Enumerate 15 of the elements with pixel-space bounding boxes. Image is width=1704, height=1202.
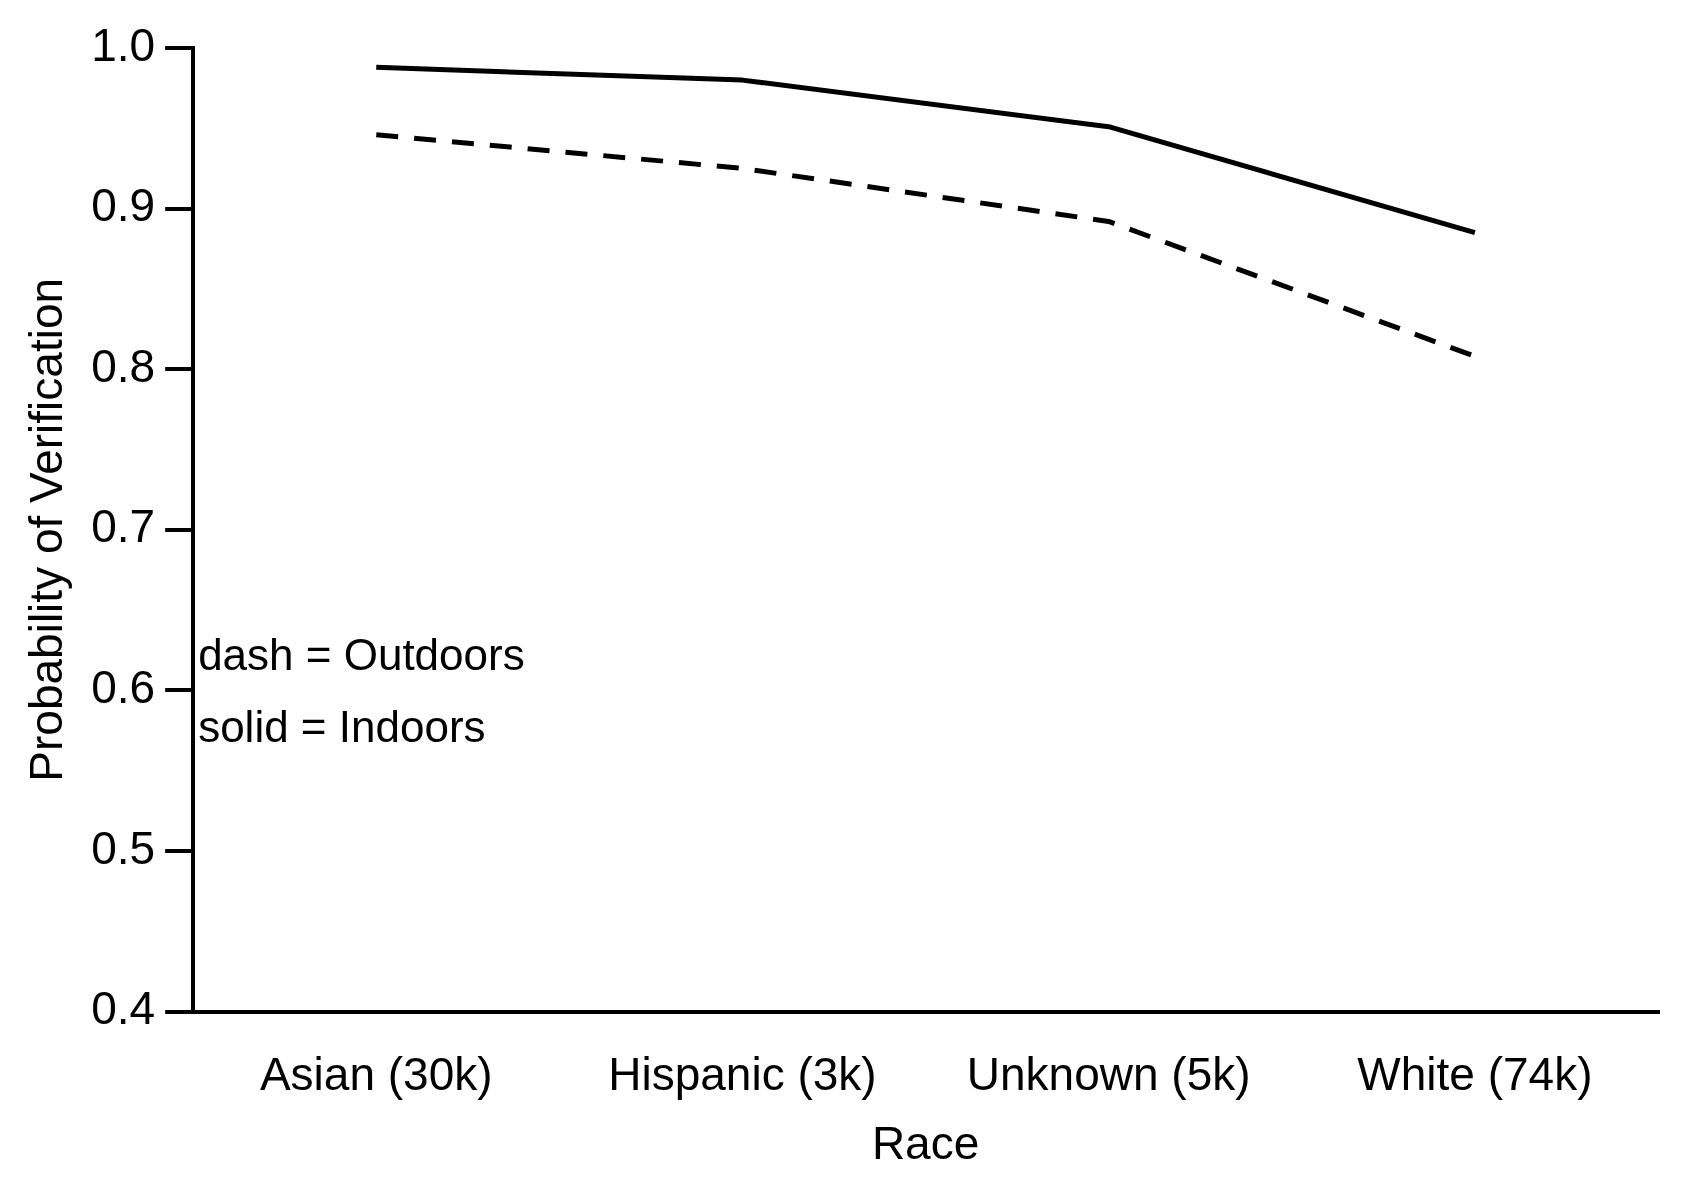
annotation: solid = Indoors (198, 702, 486, 752)
x-tick-label: Asian (30k) (259, 1047, 493, 1100)
y-tick-label: 0.8 (91, 339, 156, 392)
y-tick-label: 0.4 (91, 982, 156, 1035)
annotation: dash = Outdoors (198, 630, 525, 680)
y-tick-label: 0.7 (91, 500, 156, 553)
y-axis-title: Probability of Verification (20, 277, 73, 782)
x-tick-label: White (74k) (1357, 1047, 1593, 1100)
x-tick-label: Hispanic (3k) (608, 1047, 877, 1100)
y-tick-label: 1.0 (91, 18, 156, 71)
x-axis-title: Race (871, 1117, 980, 1170)
y-tick-label: 0.5 (91, 821, 156, 874)
y-tick-label: 0.9 (91, 179, 156, 232)
y-tick-label: 0.6 (91, 661, 156, 714)
x-tick-label: Unknown (5k) (966, 1047, 1251, 1100)
